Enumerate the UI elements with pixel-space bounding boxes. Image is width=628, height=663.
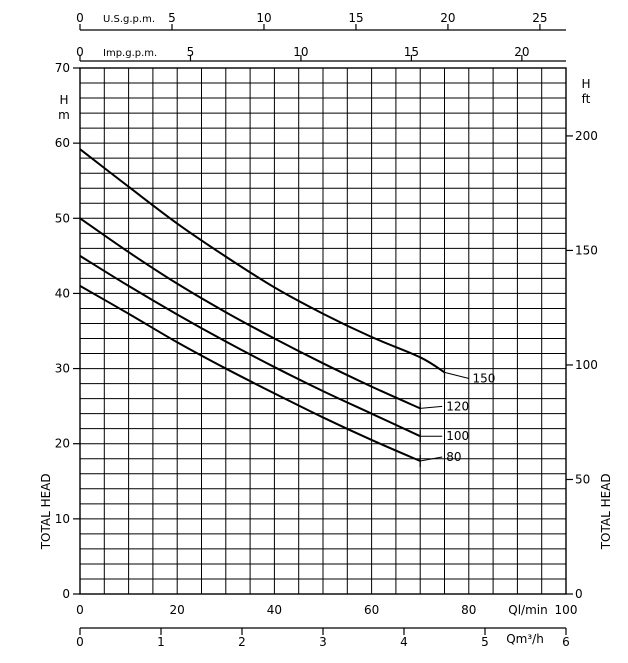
right-unit-h: H xyxy=(581,77,590,91)
curve-120 xyxy=(79,217,421,410)
usgpm-tick-label: 0 xyxy=(76,11,84,25)
curve-150 xyxy=(79,148,446,374)
y-tick-label: 40 xyxy=(55,286,70,300)
impgpm-axis-title: Imp.g.p.m. xyxy=(103,48,157,59)
y-tick-label: 30 xyxy=(55,362,70,376)
curve-100 xyxy=(79,255,421,438)
curve-label-150: 150 xyxy=(473,371,496,385)
impgpm-tick-label: 10 xyxy=(293,45,308,59)
usgpm-tick-label: 5 xyxy=(168,11,176,25)
x-axis-title: Ql/min xyxy=(508,603,547,617)
curve-80 xyxy=(79,285,421,462)
right-axis-title: TOTAL HEAD xyxy=(599,473,613,550)
usgpm-tick-label: 20 xyxy=(440,11,455,25)
left-unit-h: H xyxy=(59,93,68,107)
y-tick-label: 10 xyxy=(55,512,70,526)
grid-layer xyxy=(79,67,567,595)
impgpm-tick-label: 15 xyxy=(404,45,419,59)
m3h-tick-label: 1 xyxy=(157,635,165,649)
y-tick-label: 50 xyxy=(55,211,70,225)
right-tick-label: 50 xyxy=(575,472,590,486)
usgpm-tick-label: 15 xyxy=(348,11,363,25)
m3h-tick-label: 6 xyxy=(562,635,570,649)
right-tick-label: 200 xyxy=(575,129,598,143)
impgpm-tick-label: 5 xyxy=(187,45,195,59)
y-tick-label: 20 xyxy=(55,437,70,451)
m3h-axis-title: Qm³/h xyxy=(506,632,544,646)
x-tick-label: 80 xyxy=(461,603,476,617)
m3h-tick-label: 2 xyxy=(238,635,246,649)
right-unit-ft: ft xyxy=(582,92,591,106)
usgpm-tick-label: 10 xyxy=(256,11,271,25)
axes-layer xyxy=(73,24,573,635)
y-tick-label: 0 xyxy=(62,587,70,601)
curve-leader-150 xyxy=(444,371,469,379)
curve-leader-80 xyxy=(420,456,443,462)
right-tick-label: 0 xyxy=(575,587,583,601)
m3h-tick-label: 0 xyxy=(76,635,84,649)
m3h-tick-label: 3 xyxy=(319,635,327,649)
curve-label-100: 100 xyxy=(446,429,469,443)
curve-label-120: 120 xyxy=(446,399,469,413)
plot-frame xyxy=(79,67,567,595)
x-tick-label: 60 xyxy=(364,603,379,617)
impgpm-tick-label: 0 xyxy=(76,45,84,59)
curve-label-80: 80 xyxy=(446,450,461,464)
y-tick-label: 60 xyxy=(55,136,70,150)
impgpm-tick-label: 20 xyxy=(514,45,529,59)
x-tick-label: 20 xyxy=(170,603,185,617)
y-axis-title: TOTAL HEAD xyxy=(39,473,53,550)
curve-layer xyxy=(79,148,469,467)
left-unit-m: m xyxy=(58,108,70,122)
m3h-tick-label: 5 xyxy=(481,635,489,649)
usgpm-axis-title: U.S.g.p.m. xyxy=(103,14,155,25)
x-tick-label: 0 xyxy=(76,603,84,617)
curve-leader-120 xyxy=(420,405,443,409)
y-tick-label: 70 xyxy=(55,61,70,75)
usgpm-tick-label: 25 xyxy=(532,11,547,25)
right-tick-label: 100 xyxy=(575,358,598,372)
x-tick-label: 40 xyxy=(267,603,282,617)
x-tick-label: 100 xyxy=(555,603,578,617)
right-tick-label: 150 xyxy=(575,243,598,257)
m3h-tick-label: 4 xyxy=(400,635,408,649)
